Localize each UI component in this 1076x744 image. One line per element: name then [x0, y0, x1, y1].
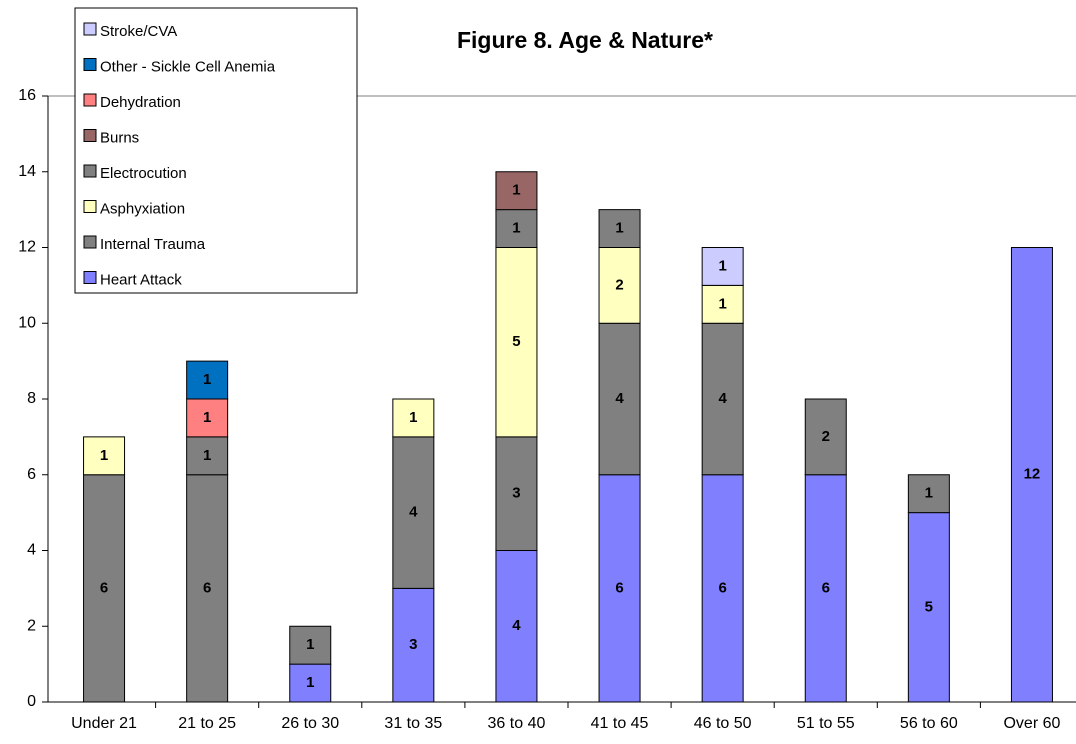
data-label: 12 — [1024, 466, 1041, 483]
data-label: 1 — [203, 409, 211, 426]
y-tick-label: 0 — [27, 693, 36, 710]
x-tick-label: 26 to 30 — [281, 715, 339, 732]
data-label: 4 — [409, 504, 418, 521]
y-tick-label: 4 — [27, 542, 36, 559]
data-label: 5 — [925, 598, 933, 615]
bar-segment — [1010, 247, 1053, 703]
bar-segment — [804, 474, 847, 703]
data-label: 5 — [512, 333, 520, 350]
legend-label: Electrocution — [100, 165, 187, 182]
data-label: 6 — [615, 579, 623, 596]
bar-segment — [701, 247, 744, 286]
legend-swatch — [83, 200, 97, 213]
x-tick-label: 41 to 45 — [591, 715, 649, 732]
y-tick-label: 2 — [27, 617, 36, 634]
data-label: 1 — [925, 485, 933, 502]
data-label: 4 — [512, 617, 521, 634]
data-label: 1 — [718, 295, 726, 312]
bar-segment — [392, 587, 435, 703]
data-label: 4 — [718, 390, 727, 407]
y-tick-label: 16 — [18, 87, 36, 104]
bar-segment — [83, 474, 126, 703]
bar-segment — [495, 209, 538, 248]
data-label: 6 — [822, 579, 830, 596]
bar-segment — [907, 512, 950, 703]
bar-segment — [804, 398, 847, 476]
bar-segment — [701, 322, 744, 476]
legend-label: Internal Trauma — [100, 236, 206, 253]
x-tick-label: 36 to 40 — [488, 715, 546, 732]
x-tick-label: 31 to 35 — [384, 715, 442, 732]
data-label: 3 — [512, 485, 520, 502]
data-label: 6 — [718, 579, 726, 596]
data-label: 1 — [203, 371, 211, 388]
bar-segment — [701, 474, 744, 703]
data-label: 1 — [718, 257, 726, 274]
bar-segment — [289, 663, 332, 703]
bar-segment — [289, 625, 332, 665]
legend-swatch — [83, 271, 97, 284]
legend-swatch — [83, 129, 97, 142]
y-tick-label: 12 — [18, 239, 36, 256]
bar-segment — [495, 247, 538, 438]
y-tick-label: 8 — [27, 390, 36, 407]
x-tick-label: 56 to 60 — [900, 715, 958, 732]
bar-segment — [598, 474, 641, 703]
bar-segment — [495, 171, 538, 211]
data-label: 1 — [306, 636, 314, 653]
data-label: 1 — [203, 447, 211, 464]
x-tick-label: Over 60 — [1003, 715, 1060, 732]
data-label: 4 — [615, 390, 624, 407]
data-label: 6 — [203, 579, 211, 596]
y-tick-label: 10 — [18, 314, 36, 331]
legend-swatch — [83, 22, 97, 36]
legend-label: Heart Attack — [100, 271, 182, 288]
bar-segment — [186, 398, 229, 438]
data-label: 1 — [409, 409, 417, 426]
y-tick-label: 14 — [18, 163, 36, 180]
bar-segment — [701, 284, 744, 324]
x-tick-label: Under 21 — [71, 715, 137, 732]
data-label: 1 — [100, 447, 108, 464]
legend-label: Other - Sickle Cell Anemia — [100, 58, 276, 75]
bar-segment — [598, 322, 641, 476]
data-label: 3 — [409, 636, 417, 653]
data-label: 1 — [512, 182, 520, 199]
data-label: 1 — [615, 220, 623, 237]
x-tick-label: 21 to 25 — [178, 715, 236, 732]
legend-swatch — [83, 235, 97, 249]
chart-title: Figure 8. Age & Nature* — [457, 27, 713, 53]
y-tick-label: 6 — [27, 466, 36, 483]
legend-swatch — [83, 164, 97, 178]
x-tick-label: 46 to 50 — [694, 715, 752, 732]
bar-segment — [598, 209, 641, 248]
legend-swatch — [83, 93, 97, 107]
bar-segment — [392, 398, 435, 438]
bar-segment — [83, 436, 126, 476]
x-tick-label: 51 to 55 — [797, 715, 855, 732]
data-label: 6 — [100, 579, 108, 596]
bar-segment — [907, 474, 950, 514]
data-label: 2 — [822, 428, 830, 445]
bar-segment — [392, 436, 435, 589]
legend-swatch — [83, 58, 97, 71]
legend-label: Burns — [100, 129, 139, 146]
bar-segment — [186, 360, 229, 400]
data-label: 1 — [512, 220, 520, 237]
legend-box — [74, 7, 358, 294]
legend-label: Asphyxiation — [100, 200, 185, 217]
legend-label: Stroke/CVA — [100, 23, 177, 40]
data-label: 2 — [615, 276, 623, 293]
data-label: 1 — [306, 674, 314, 691]
legend-label: Dehydration — [100, 94, 181, 111]
